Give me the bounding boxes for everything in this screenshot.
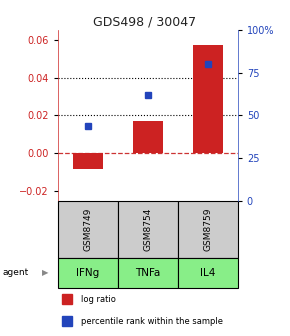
- Bar: [178, 201, 238, 258]
- Bar: [178, 258, 238, 288]
- Bar: [118, 258, 178, 288]
- Text: IL4: IL4: [200, 268, 215, 278]
- Text: agent: agent: [3, 268, 29, 277]
- Text: TNFa: TNFa: [135, 268, 161, 278]
- Bar: [193, 45, 223, 153]
- Text: IFNg: IFNg: [76, 268, 99, 278]
- Text: GSM8749: GSM8749: [84, 207, 93, 251]
- Text: GDS498 / 30047: GDS498 / 30047: [93, 15, 197, 28]
- Bar: [118, 201, 178, 258]
- Bar: [73, 153, 103, 169]
- Text: GSM8759: GSM8759: [203, 207, 212, 251]
- Text: log ratio: log ratio: [81, 295, 116, 304]
- Text: GSM8754: GSM8754: [143, 207, 153, 251]
- Bar: [58, 258, 118, 288]
- Bar: [133, 121, 163, 153]
- Text: percentile rank within the sample: percentile rank within the sample: [81, 317, 223, 326]
- Text: ▶: ▶: [42, 268, 48, 277]
- Bar: [58, 201, 118, 258]
